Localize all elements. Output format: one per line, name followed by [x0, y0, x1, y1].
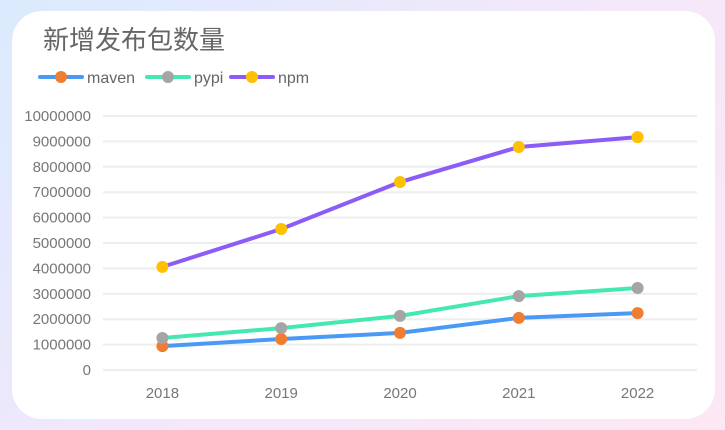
data-point-npm [394, 176, 406, 189]
x-tick-label: 2020 [383, 385, 416, 402]
legend-marker-npm [246, 71, 258, 83]
y-tick-label: 0 [83, 362, 91, 379]
data-point-pypi [512, 290, 525, 303]
y-tick-label: 1000000 [33, 337, 91, 354]
y-tick-label: 10000000 [24, 108, 91, 125]
x-tick-label: 2022 [621, 385, 654, 402]
data-point-npm [512, 140, 525, 153]
data-point-pypi [156, 331, 169, 344]
data-point-npm [156, 260, 169, 273]
legend-marker-maven [55, 71, 67, 83]
y-tick-label: 3000000 [33, 286, 91, 303]
data-point-maven [512, 311, 525, 324]
data-point-maven [394, 326, 406, 339]
y-tick-label: 2000000 [33, 311, 91, 328]
chart-card [12, 11, 715, 419]
data-point-maven [631, 307, 644, 320]
data-point-pypi [631, 281, 644, 294]
legend-label-npm: npm [278, 70, 309, 87]
data-point-pypi [394, 309, 406, 322]
data-point-npm [631, 131, 644, 144]
y-tick-label: 6000000 [33, 210, 91, 227]
x-tick-label: 2018 [146, 385, 179, 402]
chart-title: 新增发布包数量 [43, 26, 226, 56]
legend-label-pypi: pypi [194, 70, 223, 87]
legend-marker-pypi [162, 71, 174, 83]
y-tick-label: 5000000 [33, 235, 91, 252]
data-point-npm [275, 223, 288, 236]
x-tick-label: 2021 [502, 385, 535, 402]
x-tick-label: 2019 [265, 385, 298, 402]
y-tick-label: 8000000 [33, 159, 91, 176]
data-point-pypi [275, 322, 288, 335]
series-line-npm [161, 135, 638, 269]
legend-label-maven: maven [87, 70, 135, 87]
y-tick-label: 4000000 [33, 260, 91, 277]
y-tick-label: 7000000 [33, 184, 91, 201]
y-tick-label: 9000000 [33, 133, 91, 150]
data-point-maven [275, 333, 288, 346]
